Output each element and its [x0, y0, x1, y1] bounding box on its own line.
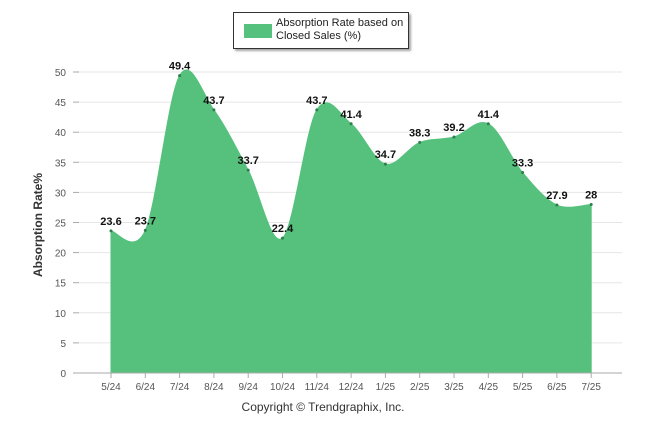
data-point — [486, 122, 490, 126]
x-tick-label: 4/25 — [479, 382, 499, 393]
data-label: 23.7 — [135, 215, 156, 227]
y-tick-label: 20 — [55, 249, 67, 260]
x-tick-label: 5/24 — [101, 382, 121, 393]
data-label: 33.7 — [237, 155, 258, 167]
data-point — [143, 228, 147, 232]
data-point — [109, 229, 113, 233]
data-label: 27.9 — [546, 190, 567, 202]
x-tick-label: 7/25 — [581, 382, 601, 393]
x-tick-label: 8/24 — [204, 382, 224, 393]
data-label: 43.7 — [306, 95, 327, 107]
data-point — [246, 168, 250, 172]
data-point — [315, 108, 319, 112]
copyright-text: Copyright © Trendgraphix, Inc. — [241, 400, 405, 414]
data-label: 22.4 — [272, 223, 294, 235]
x-tick-label: 2/25 — [410, 382, 430, 393]
data-label: 28 — [585, 189, 597, 201]
y-tick-label: 0 — [60, 369, 66, 380]
data-point — [281, 236, 284, 240]
y-axis-label: Absorption Rate% — [31, 172, 45, 278]
data-label: 39.2 — [443, 122, 464, 134]
x-tick-label: 9/24 — [238, 382, 258, 393]
y-tick-label: 5 — [60, 339, 66, 350]
data-label: 34.7 — [375, 149, 396, 161]
y-tick-label: 15 — [55, 279, 67, 290]
y-tick-label: 10 — [55, 309, 67, 320]
data-point — [349, 122, 353, 126]
data-label: 33.3 — [512, 158, 533, 170]
legend-swatch — [244, 24, 272, 38]
x-tick-label: 5/25 — [513, 382, 533, 393]
data-label: 23.6 — [100, 216, 121, 228]
x-tick-label: 6/25 — [547, 382, 567, 393]
data-label: 41.4 — [478, 109, 500, 121]
data-point — [383, 162, 387, 166]
y-tick-label: 35 — [55, 158, 67, 169]
x-tick-label: 10/24 — [270, 382, 295, 393]
x-tick-label: 11/24 — [305, 382, 330, 393]
y-tick-label: 45 — [55, 98, 67, 109]
y-tick-label: 25 — [55, 219, 67, 230]
data-point — [212, 108, 216, 112]
x-tick-label: 12/24 — [339, 382, 364, 393]
legend-label: Absorption Rate based on Closed Sales (%… — [276, 17, 404, 42]
legend: Absorption Rate based on Closed Sales (%… — [233, 12, 409, 49]
data-point — [418, 140, 422, 144]
data-label: 49.4 — [169, 61, 191, 73]
data-label: 43.7 — [203, 95, 224, 107]
data-label: 38.3 — [409, 127, 430, 139]
x-tick-label: 6/24 — [136, 382, 156, 393]
x-tick-label: 7/24 — [170, 382, 190, 393]
data-point — [555, 203, 559, 207]
y-tick-label: 40 — [55, 128, 67, 139]
data-point — [452, 135, 456, 139]
y-tick-label: 30 — [55, 188, 67, 199]
y-tick-label: 50 — [55, 68, 67, 79]
data-point — [521, 171, 525, 175]
x-tick-label: 3/25 — [444, 382, 464, 393]
data-label: 41.4 — [340, 109, 362, 121]
data-point — [589, 202, 593, 206]
x-tick-label: 1/25 — [376, 382, 396, 393]
data-point — [178, 74, 182, 78]
